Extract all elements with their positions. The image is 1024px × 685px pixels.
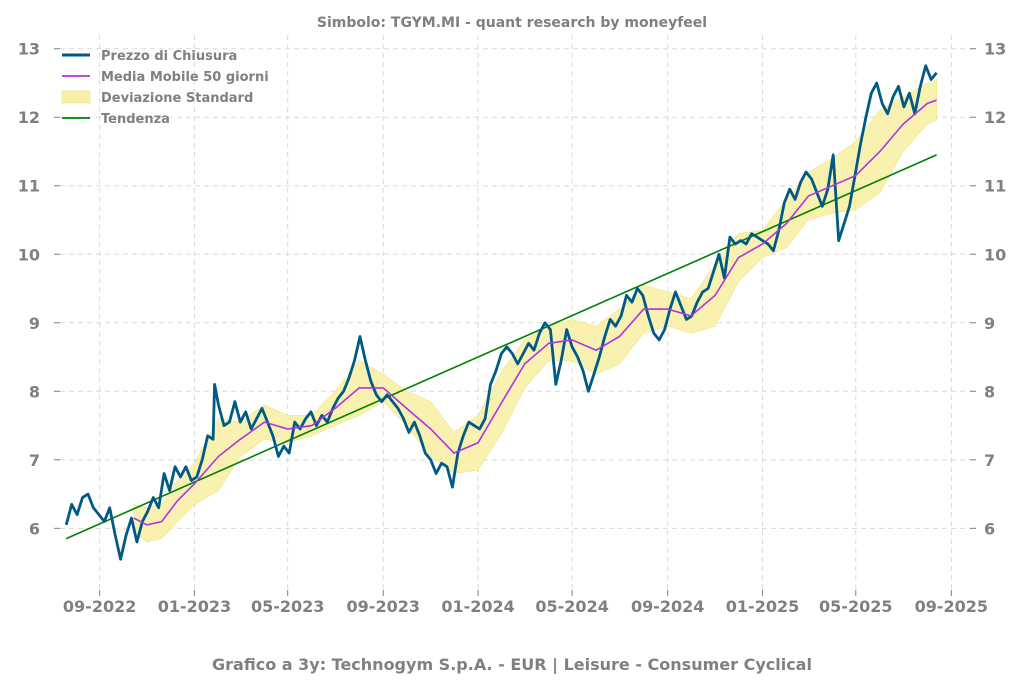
- chart-marks: [64, 64, 938, 561]
- std-dev-band: [133, 79, 937, 543]
- legend-label: Deviazione Standard: [101, 91, 253, 106]
- y-tick-label-left: 10: [18, 245, 40, 264]
- x-tick-label: 01-2025: [726, 597, 799, 616]
- y-tick-label-right: 7: [984, 451, 995, 470]
- ma50-line: [133, 99, 937, 526]
- price-line: [64, 64, 938, 561]
- x-tick-label: 05-2025: [819, 597, 892, 616]
- legend-label: Prezzo di Chiusura: [101, 49, 237, 64]
- legend-swatch-band: [61, 90, 91, 104]
- legend-label: Media Mobile 50 giorni: [101, 70, 269, 85]
- y-tick-label-right: 8: [984, 382, 995, 401]
- x-tick-label: 09-2023: [347, 597, 420, 616]
- y-tick-label-left: 9: [29, 314, 40, 333]
- x-tick-label: 09-2024: [631, 597, 704, 616]
- chart-title: Simbolo: TGYM.MI - quant research by mon…: [317, 15, 707, 31]
- y-tick-label-right: 6: [984, 519, 995, 538]
- x-tick-label: 01-2023: [158, 597, 231, 616]
- y-tick-label-left: 7: [29, 451, 40, 470]
- x-tick-label: 05-2024: [535, 597, 608, 616]
- y-tick-label-right: 10: [984, 245, 1006, 264]
- legend-label: Tendenza: [101, 112, 170, 127]
- legend: Prezzo di Chiusura Media Mobile 50 giorni…: [61, 49, 269, 127]
- y-tick-label-right: 9: [984, 314, 995, 333]
- trend-line: [65, 154, 937, 540]
- y-tick-label-right: 11: [984, 177, 1006, 196]
- y-tick-label-right: 13: [984, 40, 1006, 59]
- axes: 6 6 7 7 8 8 9 9 10 10 11 11 12 12 13 13 09-2022 01-2023 05…: [18, 40, 1007, 616]
- x-tick-label: 09-2022: [63, 597, 136, 616]
- y-tick-label-left: 12: [18, 108, 40, 127]
- x-tick-label: 09-2025: [915, 597, 988, 616]
- y-tick-label-left: 13: [18, 40, 40, 59]
- y-tick-label-left: 6: [29, 519, 40, 538]
- x-tick-label: 01-2024: [441, 597, 514, 616]
- y-tick-label-left: 8: [29, 382, 40, 401]
- chart-footer: Grafico a 3y: Technogym S.p.A. - EUR | L…: [212, 655, 812, 675]
- y-tick-label-right: 12: [984, 108, 1006, 127]
- x-tick-label: 05-2023: [251, 597, 324, 616]
- y-tick-label-left: 11: [18, 177, 40, 196]
